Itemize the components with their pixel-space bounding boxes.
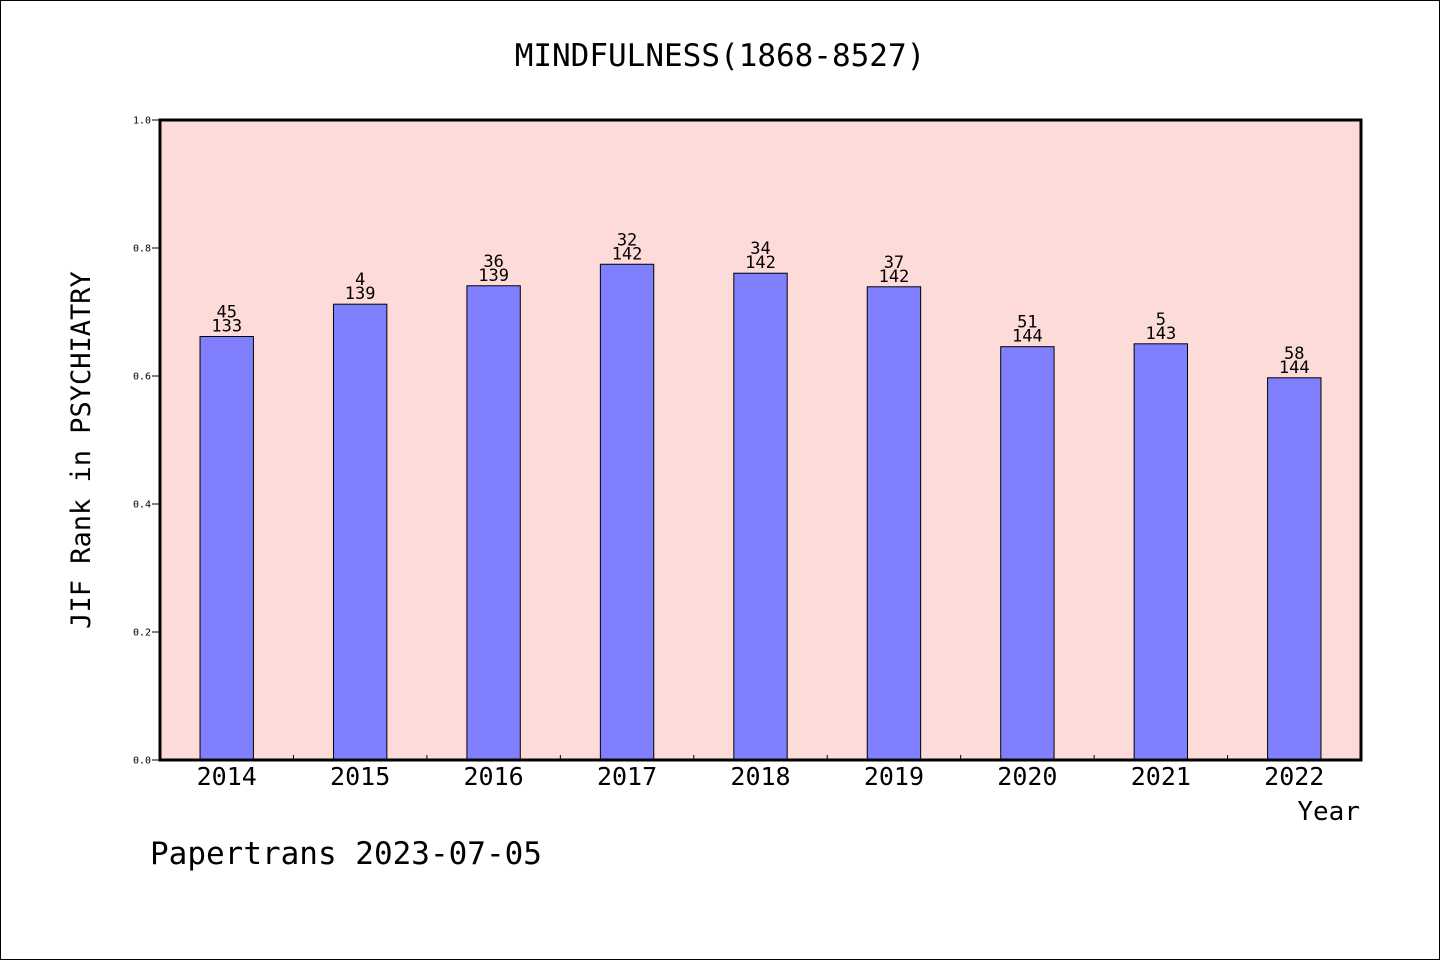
bar-2017 <box>599 263 655 761</box>
plot-border <box>158 118 1363 762</box>
bar-2015 <box>332 303 388 761</box>
x-axis: 2014 2015 2016 2017 2018 2019 2020 2021 2022 <box>197 755 1324 791</box>
x-tick-label: 2019 <box>864 762 924 791</box>
bar-total-label: 142 <box>612 244 643 264</box>
bar-rank-label: 51 <box>1017 313 1037 333</box>
y-tick-label: 0.0 <box>133 756 151 767</box>
bar-rank-label: 34 <box>750 239 770 259</box>
bar-rank-label: 32 <box>617 230 637 250</box>
watermark: Papertrans 2023-07-05 <box>150 836 542 872</box>
bar-total-label: 142 <box>879 267 910 287</box>
y-axis-label: JIF Rank in PSYCHIATRY <box>66 271 97 629</box>
bar-2022 <box>1267 377 1322 761</box>
bar-2021 <box>1133 343 1189 761</box>
x-tick-label: 2016 <box>464 762 524 791</box>
bar-2016 <box>466 285 521 761</box>
x-tick-label: 2017 <box>597 762 657 791</box>
bar-total-label: 139 <box>345 284 376 304</box>
bar-rank-label: 4 <box>355 270 365 290</box>
bar-total-label: 133 <box>211 317 242 337</box>
bar-2018 <box>733 272 788 761</box>
y-tick-label: 0.6 <box>133 372 151 383</box>
y-tick-label: 1.0 <box>133 116 151 127</box>
y-tick-label: 0.8 <box>133 244 151 255</box>
bar-rank-label: 37 <box>884 253 904 273</box>
bar-2019 <box>866 286 922 761</box>
y-axis: 0.0 0.2 0.4 0.6 0.8 1.0 <box>133 116 160 767</box>
chart-title: MINDFULNESS(1868-8527) <box>515 38 926 74</box>
x-axis-label: Year <box>1297 797 1360 827</box>
bar-total-label: 142 <box>745 253 776 273</box>
x-tick-label: 2021 <box>1131 762 1191 791</box>
bar-rank-label: 45 <box>216 303 236 323</box>
bar-2014 <box>199 336 254 761</box>
bar-total-label: 144 <box>1012 327 1043 347</box>
x-tick-label: 2022 <box>1264 762 1324 791</box>
x-tick-label: 2020 <box>997 762 1057 791</box>
bar-rank-label: 5 <box>1156 310 1166 330</box>
y-tick-label: 0.2 <box>133 628 151 639</box>
x-tick-label: 2015 <box>330 762 390 791</box>
bar-total-label: 144 <box>1279 358 1310 378</box>
bar-2020 <box>1000 346 1055 761</box>
x-tick-label: 2014 <box>197 762 257 791</box>
bar-total-label: 143 <box>1145 324 1176 344</box>
x-tick-label: 2018 <box>730 762 790 791</box>
bars-layer <box>199 263 1322 761</box>
y-tick-label: 0.4 <box>133 500 151 511</box>
bar-rank-label: 36 <box>483 252 503 272</box>
bar-total-label: 139 <box>478 266 509 286</box>
bar-rank-label: 58 <box>1284 344 1304 364</box>
